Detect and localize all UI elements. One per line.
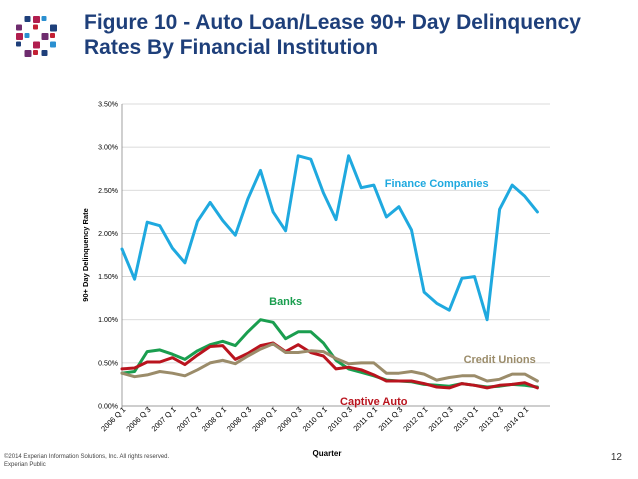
y-axis-ticks: 0.00% 0.50% 1.00% 1.50% 2.00% 2.50% 3.00% 3.50% [98,102,118,411]
logo-dot [41,50,48,56]
logo-dot [16,24,22,31]
annotation-banks: Banks [269,296,302,308]
x-tick-label: 2011 Q 3 [377,405,405,433]
logo-dot [33,41,40,49]
logo-dot [50,41,56,48]
series-line-finance-companies [120,154,539,322]
y-tick-label: 1.00% [98,317,118,324]
x-tick-label: 2008 Q 3 [225,405,253,433]
x-tick-label: 2007 Q 3 [175,405,203,433]
experian-logo [16,16,57,57]
logo-dot [24,16,31,22]
footer: ©2014 Experian Information Solutions, In… [4,453,169,469]
logo-dot [50,24,57,32]
y-tick-label: 2.00% [98,231,118,238]
y-tick-label: 0.50% [98,360,118,367]
series-annotations: Finance Companies Banks Credit Unions Capti… [269,178,536,408]
annotation-captive-auto: Captive Auto [340,396,408,408]
logo-dot [16,33,23,40]
title-line-2: Rates By Financial Institution [84,36,379,59]
x-tick-label: 2011 Q 1 [351,405,379,433]
copyright-text: ©2014 Experian Information Solutions, In… [4,454,170,460]
logo-dot [16,41,21,47]
y-tick-label: 3.50% [98,102,118,109]
logo-dot [50,33,55,38]
logo-dot [24,33,30,38]
x-tick-label: 2014 Q 1 [502,405,530,433]
title-line-1: Figure 10 - Auto Loan/Lease 90+ Day Deli… [84,11,581,34]
series-line-credit-unions [120,342,539,383]
y-axis-label: 90+ Day Delinquency Rate [81,208,90,302]
x-tick-label: 2010 Q 1 [301,405,329,433]
logo-dot [24,50,32,57]
x-tick-label: 2008 Q 1 [200,405,228,433]
annotation-credit-unions: Credit Unions [464,354,536,366]
x-tick-label: 2012 Q 1 [401,405,429,433]
logo-dot [41,33,49,40]
x-tick-label: 2009 Q 1 [250,405,278,433]
y-tick-label: 0.00% [98,404,118,411]
y-tick-label: 1.50% [98,274,118,281]
y-tick-label: 2.50% [98,188,118,195]
x-tick-label: 2010 Q 3 [326,405,354,433]
series-lines [120,154,539,390]
logo-dot [33,16,40,23]
x-tick-label: 2012 Q 3 [427,405,455,433]
logo-dot [33,50,38,55]
y-tick-label: 3.00% [98,145,118,152]
x-tick-label: 2013 Q 1 [452,405,480,433]
logo-dot [41,16,47,21]
page-title: Figure 10 - Auto Loan/Lease 90+ Day Deli… [84,10,624,60]
x-tick-label: 2009 Q 3 [275,405,303,433]
x-tick-label: 2007 Q 1 [150,405,178,433]
series-line-captive-auto [120,341,539,390]
logo-dot [33,24,38,30]
annotation-finance-companies: Finance Companies [385,178,489,190]
x-axis-label: Quarter [313,449,342,458]
x-tick-label: 2006 Q 3 [124,405,152,433]
page-number: 12 [610,452,622,463]
x-tick-label: 2013 Q 3 [477,405,505,433]
classification-text: Experian Public [4,462,46,468]
